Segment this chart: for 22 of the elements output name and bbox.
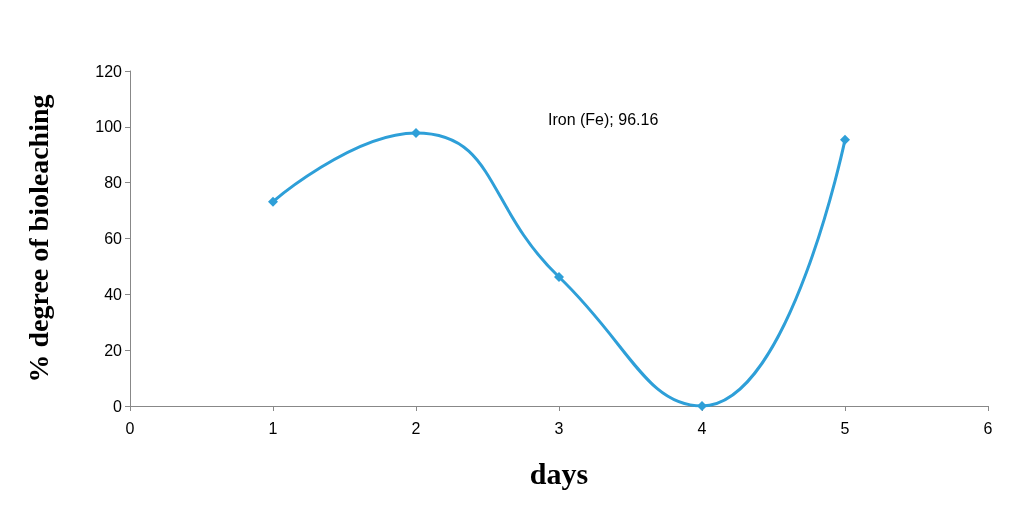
y-tick-label: 0 — [113, 397, 123, 415]
y-tick-label: 80 — [104, 174, 123, 192]
x-axis-title: days — [529, 456, 589, 490]
y-tick-label: 20 — [104, 341, 123, 359]
x-tick-label: 1 — [268, 419, 278, 437]
point — [268, 196, 278, 207]
x-tick-label: 4 — [697, 419, 707, 437]
y-tick-label: 120 — [95, 62, 123, 80]
y-tick-label: 40 — [104, 285, 123, 303]
annotation: Iron (Fe); 96.16 — [548, 110, 659, 128]
point — [554, 272, 564, 283]
x-tick-label: 6 — [983, 419, 993, 437]
y-axis-title: % degree of bioleaching — [22, 94, 54, 383]
y-tick-label: 60 — [104, 230, 123, 247]
x-tick-label: 2 — [411, 419, 421, 437]
x-tick-label: 0 — [125, 419, 135, 437]
y-tick-label: 100 — [95, 118, 123, 136]
point — [840, 134, 850, 145]
x-tick-label: 3 — [554, 419, 564, 437]
x-tick-label: 5 — [840, 419, 850, 437]
point — [697, 401, 707, 411]
point — [411, 127, 421, 138]
